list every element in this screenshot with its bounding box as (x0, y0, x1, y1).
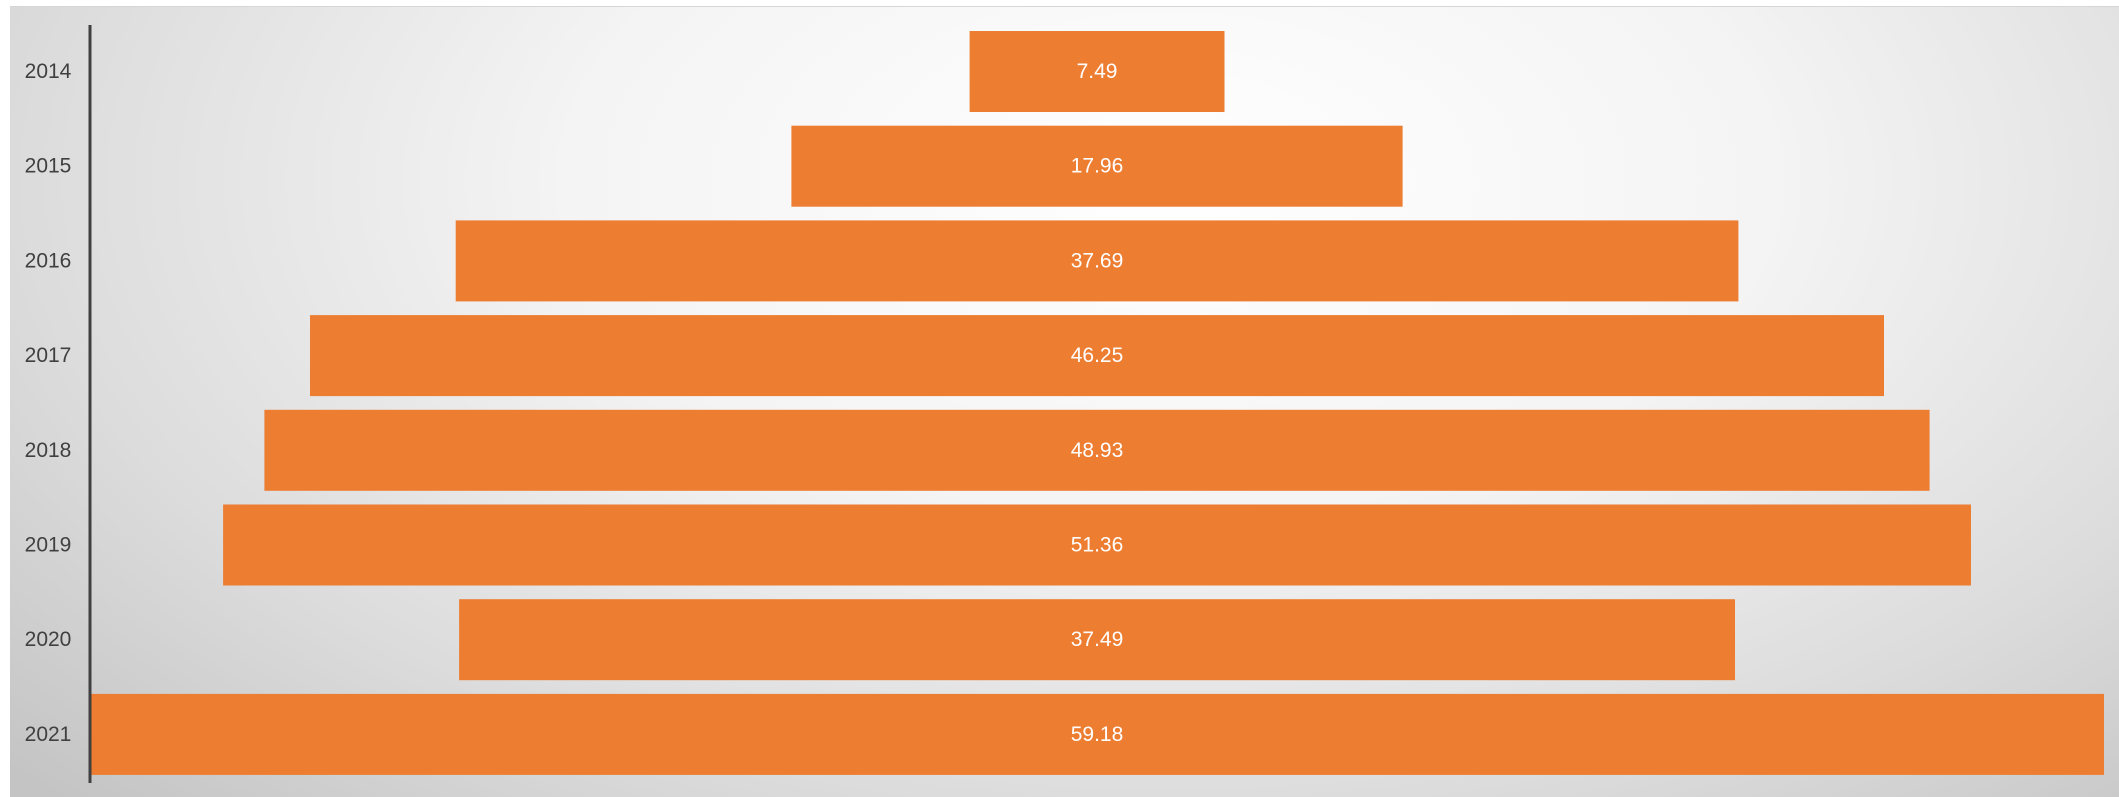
bar-2020 (459, 599, 1736, 681)
category-label-2020: 2020 (25, 628, 72, 651)
data-label-2021: 59.18 (1071, 723, 1124, 746)
bar-2018 (264, 409, 1930, 491)
category-labels-layer: 2014 2015 2016 2017 2018 2019 2020 2021 (25, 60, 72, 746)
data-label-2020: 37.49 (1071, 628, 1124, 651)
bar-2021 (90, 693, 2104, 775)
funnel-chart: 7.49 17.96 37.69 46.25 48.93 51.36 37.49 59.18 … (10, 6, 2119, 797)
data-label-2016: 37.69 (1071, 249, 1124, 272)
bar-2019 (223, 504, 1972, 586)
bar-2017 (310, 315, 1884, 397)
category-label-2014: 2014 (25, 60, 72, 83)
bar-2014 (969, 31, 1225, 112)
category-label-2021: 2021 (25, 723, 72, 746)
data-label-2018: 48.93 (1071, 439, 1124, 462)
data-label-2014: 7.49 (1077, 60, 1118, 83)
bar-2016 (455, 220, 1739, 302)
data-label-2015: 17.96 (1071, 155, 1124, 178)
data-labels-layer: 7.49 17.96 37.69 46.25 48.93 51.36 37.49 59.18 (1071, 60, 1124, 746)
data-label-2017: 46.25 (1071, 344, 1124, 367)
bars-layer (90, 31, 2104, 775)
category-label-2016: 2016 (25, 249, 72, 272)
category-label-2019: 2019 (25, 534, 72, 557)
category-label-2018: 2018 (25, 439, 72, 462)
funnel-chart-svg: 7.4917.9637.6946.2548.9351.3637.4959.18 … (25, 25, 2104, 783)
bar-2015 (791, 125, 1403, 207)
category-label-2017: 2017 (25, 344, 72, 367)
data-label-2019: 51.36 (1071, 534, 1124, 557)
category-label-2015: 2015 (25, 155, 72, 178)
